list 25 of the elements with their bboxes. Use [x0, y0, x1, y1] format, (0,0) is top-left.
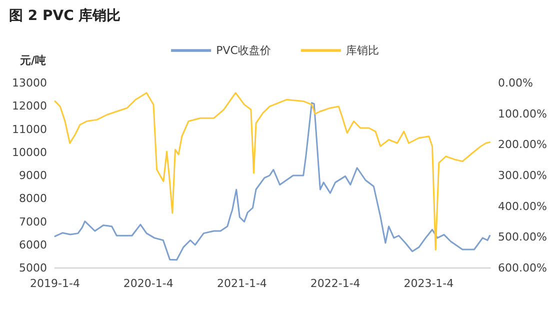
chart-title: 图 2 PVC 库销比	[9, 7, 121, 24]
legend-label: 库销比	[346, 44, 379, 57]
y2-tick-label: 200.00%	[498, 138, 548, 152]
x-tick-label: 2021-1-4	[216, 277, 267, 290]
legend-label: PVC收盘价	[216, 44, 271, 57]
y2-tick-label: 300.00%	[498, 169, 548, 182]
y-tick-label: 8000	[19, 192, 47, 206]
y-axis-title: 元/吨	[19, 54, 46, 67]
y-tick-label: 7000	[19, 215, 47, 228]
y2-tick-label: 100.00%	[498, 107, 548, 120]
y-tick-label: 5000	[19, 262, 47, 274]
y-tick-label: 12000	[12, 100, 47, 113]
x-tick-label: 2020-1-4	[123, 277, 174, 290]
y-tick-label: 10000	[12, 146, 47, 159]
x-tick-label: 2022-1-4	[310, 277, 360, 290]
y-tick-label: 9000	[19, 169, 47, 182]
x-tick-label: 2019-1-4	[30, 277, 80, 290]
y-tick-label: 6000	[19, 238, 47, 252]
y2-tick-label: 600.00%	[498, 262, 548, 274]
y2-tick-label: 0.00%	[498, 76, 534, 90]
x-tick-label: 2023-1-4	[404, 277, 454, 290]
y2-tick-label: 500.00%	[498, 230, 548, 244]
y2-tick-label: 400.00%	[498, 200, 548, 213]
y-tick-label: 13000	[12, 76, 47, 90]
y-tick-label: 11000	[12, 122, 47, 136]
